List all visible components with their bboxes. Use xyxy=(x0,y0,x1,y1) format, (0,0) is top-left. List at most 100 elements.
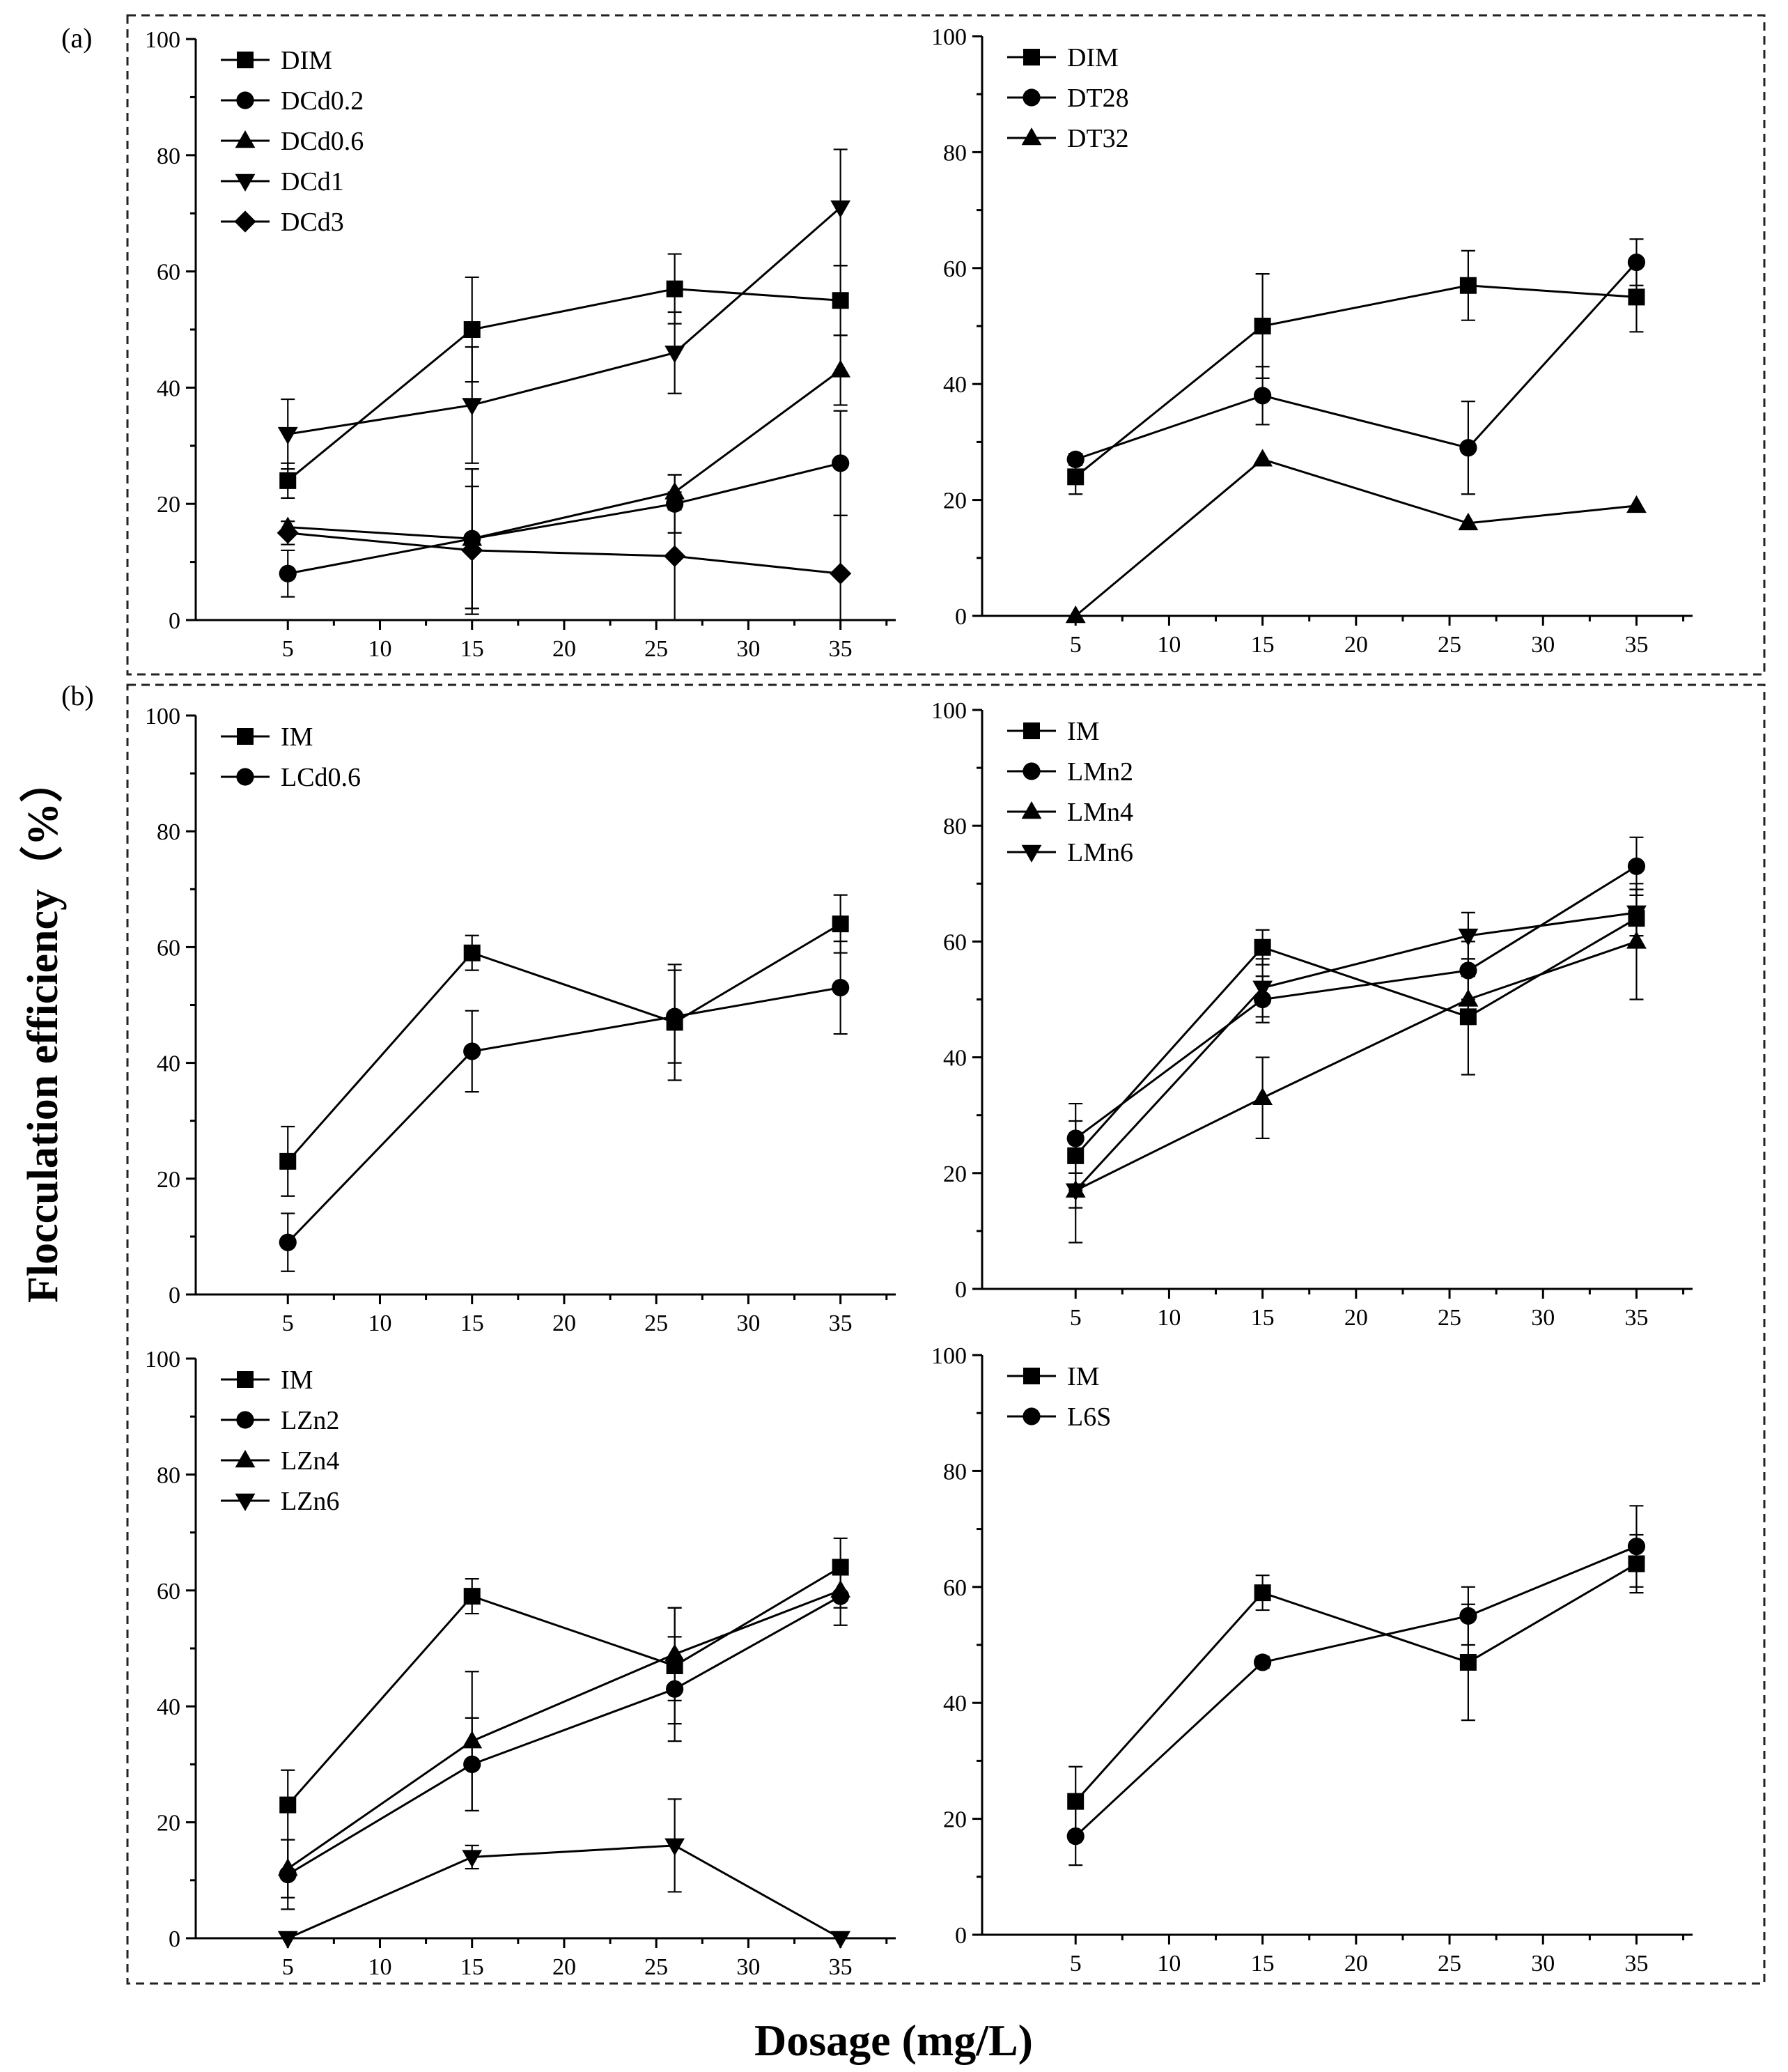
legend-label: LZn4 xyxy=(281,1446,339,1476)
data-point xyxy=(277,522,299,544)
legend-label: LMn4 xyxy=(1067,798,1133,827)
series-line xyxy=(1075,911,1637,1191)
legend-marker xyxy=(235,1450,256,1468)
x-tick-label: 30 xyxy=(1531,1305,1555,1331)
data-point xyxy=(664,1644,685,1662)
legend-marker xyxy=(235,130,256,148)
legend-marker xyxy=(1023,762,1041,780)
legend-label: DIM xyxy=(1067,43,1119,72)
y-tick-label: 20 xyxy=(157,1811,180,1837)
y-tick-label: 20 xyxy=(943,1161,967,1187)
data-point xyxy=(1626,931,1647,949)
x-tick-label: 10 xyxy=(368,636,391,662)
chart-b-bottom-left: 0 20 40 60 80 100 5 10 15 20 25 30 35 IM LZn2 LZn4 LZn6 xyxy=(145,1347,896,1980)
data-point xyxy=(463,321,481,338)
data-point xyxy=(1626,905,1647,923)
series-line xyxy=(1075,284,1637,478)
legend-item: IM xyxy=(221,722,313,752)
series-LMn4 xyxy=(1065,883,1647,1244)
y-tick-label: 40 xyxy=(943,1046,967,1072)
series-line xyxy=(288,532,841,575)
data-point xyxy=(462,1731,483,1749)
series-line xyxy=(1075,261,1638,461)
x-tick-label: 25 xyxy=(1438,1305,1461,1331)
y-axis-label: Flocculation efficiency（%） xyxy=(18,759,67,1303)
x-tick-label: 35 xyxy=(1624,632,1648,658)
data-point xyxy=(1067,468,1085,486)
legend-label: LZn6 xyxy=(281,1487,339,1516)
legend-label: DCd0.6 xyxy=(281,127,364,156)
legend-label: IM xyxy=(1067,717,1099,746)
series-DCd3 xyxy=(277,486,852,621)
series-line xyxy=(288,206,841,435)
y-tick-label: 80 xyxy=(157,819,180,845)
series-line xyxy=(287,1566,841,1806)
x-tick-label: 30 xyxy=(736,1311,760,1336)
legend-item: IM xyxy=(1007,717,1099,746)
chart-a-left: 0 20 40 60 80 100 5 10 15 20 25 30 35 DIM DCd0.2 DCd0.6… xyxy=(145,27,896,662)
data-point xyxy=(1627,1537,1646,1556)
x-tick-label: 35 xyxy=(1624,1951,1648,1977)
data-point xyxy=(1458,989,1479,1007)
legend-label: LMn6 xyxy=(1067,838,1133,867)
series-line xyxy=(1075,865,1638,1140)
y-tick-label: 60 xyxy=(157,935,180,961)
y-tick-label: 100 xyxy=(145,1347,180,1373)
data-point xyxy=(666,1007,684,1026)
legend-item: DCd0.2 xyxy=(221,86,364,116)
y-tick-label: 0 xyxy=(169,1283,180,1308)
x-tick-label: 25 xyxy=(644,1311,668,1336)
y-tick-label: 80 xyxy=(157,1462,180,1488)
x-tick-label: 15 xyxy=(460,636,484,662)
legend-marker xyxy=(1023,49,1040,65)
series-DIM xyxy=(1067,249,1645,495)
series-line xyxy=(287,288,841,481)
data-point xyxy=(1065,605,1086,624)
data-point xyxy=(1458,512,1479,531)
legend-label: IM xyxy=(1067,1362,1099,1391)
series-IM xyxy=(279,1537,849,1841)
data-point xyxy=(832,915,849,933)
series-line xyxy=(287,922,841,1162)
x-tick-label: 5 xyxy=(1070,1951,1082,1977)
data-point xyxy=(664,346,685,364)
legend-marker xyxy=(1023,722,1040,739)
x-tick-label: 35 xyxy=(1624,1305,1648,1331)
data-point xyxy=(462,398,483,416)
legend-marker xyxy=(236,1411,254,1429)
y-tick-label: 80 xyxy=(943,140,967,166)
series-line xyxy=(287,462,841,575)
series-DCd1 xyxy=(277,148,851,470)
y-tick-label: 0 xyxy=(955,1923,967,1949)
data-point xyxy=(1459,961,1477,980)
legend-label: LZn2 xyxy=(281,1406,339,1435)
data-point xyxy=(1252,449,1273,467)
y-tick-label: 80 xyxy=(157,144,180,169)
data-point xyxy=(1066,450,1085,468)
x-tick-label: 30 xyxy=(1531,632,1555,658)
legend-label: L6S xyxy=(1067,1402,1111,1432)
legend-label: DCd3 xyxy=(281,208,344,237)
legend-label: DCd0.2 xyxy=(281,86,364,116)
legend-label: IM xyxy=(281,1366,313,1395)
x-tick-label: 5 xyxy=(282,1954,294,1980)
data-point xyxy=(463,1588,481,1605)
series-line xyxy=(288,369,841,540)
legend-item: LMn4 xyxy=(1007,798,1133,827)
series-IM xyxy=(1067,888,1645,1191)
series-IM xyxy=(1067,1533,1645,1837)
series-line xyxy=(1075,1545,1638,1837)
y-tick-label: 0 xyxy=(169,608,180,634)
x-tick-label: 10 xyxy=(368,1954,391,1980)
legend-label: DT28 xyxy=(1067,84,1129,113)
legend-marker xyxy=(235,1493,256,1511)
y-tick-label: 60 xyxy=(943,256,967,282)
y-tick-label: 20 xyxy=(943,1807,967,1833)
y-tick-label: 100 xyxy=(145,704,180,729)
series-line xyxy=(1075,458,1637,617)
data-point xyxy=(1067,1793,1085,1810)
x-tick-label: 25 xyxy=(1438,632,1461,658)
data-point xyxy=(279,1233,297,1251)
data-point xyxy=(277,426,298,445)
data-point xyxy=(666,280,683,297)
